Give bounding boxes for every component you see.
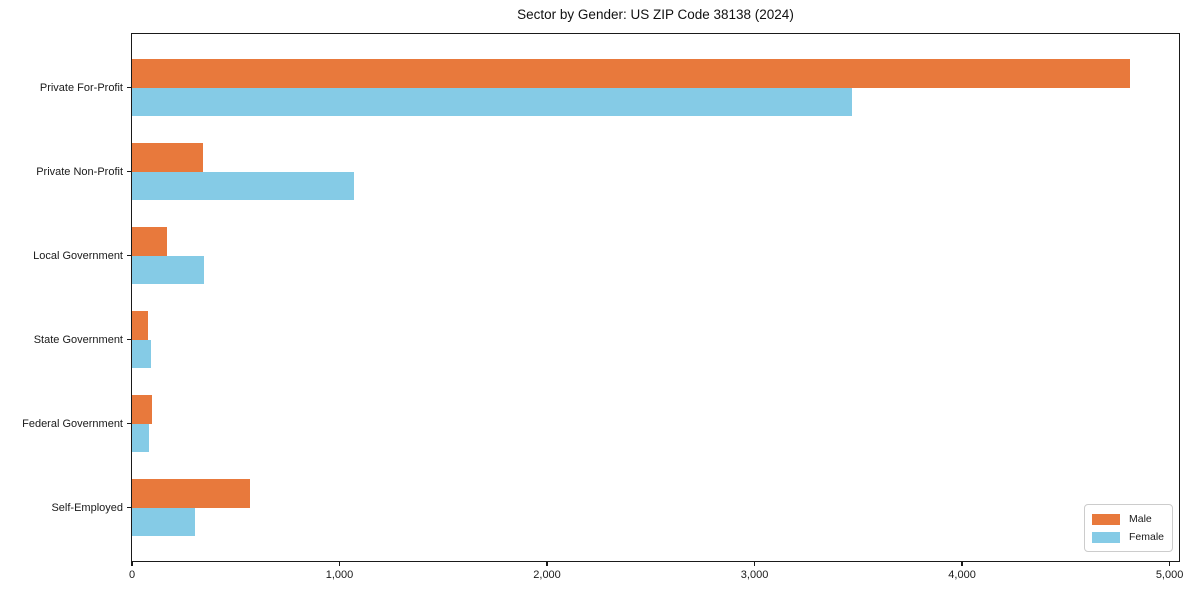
x-axis-tick bbox=[961, 561, 963, 566]
legend-item-male: Male bbox=[1091, 510, 1164, 528]
y-axis-category-label: Self-Employed bbox=[51, 501, 123, 514]
y-axis-tick bbox=[127, 423, 132, 425]
y-axis-category-label: Private Non-Profit bbox=[36, 165, 123, 178]
y-axis-category-label: State Government bbox=[33, 333, 123, 346]
legend-swatch-female bbox=[1091, 531, 1120, 543]
bar-male-private-for-profit bbox=[132, 59, 1131, 88]
y-axis-tick bbox=[127, 339, 132, 341]
y-axis-category-label: Local Government bbox=[33, 249, 123, 262]
bar-male-self-employed bbox=[132, 479, 251, 508]
chart-title: Sector by Gender: US ZIP Code 38138 (202… bbox=[517, 7, 794, 22]
x-axis-tick-label: 3,000 bbox=[740, 569, 769, 581]
y-axis-tick bbox=[127, 87, 132, 89]
y-axis-tick bbox=[127, 171, 132, 173]
bar-male-private-non-profit bbox=[132, 143, 203, 172]
x-axis-tick bbox=[1168, 561, 1171, 566]
bar-male-federal-government bbox=[132, 395, 152, 424]
x-axis-tick-label: 5,000 bbox=[1155, 569, 1184, 581]
x-axis-tick-label: 1,000 bbox=[325, 569, 354, 581]
bar-female-private-for-profit bbox=[132, 87, 853, 117]
x-axis-tick bbox=[131, 561, 133, 566]
plot-area: Private For-Profit Private Non-Profit Loca… bbox=[22, 33, 1183, 581]
bar-male-local-government bbox=[132, 227, 168, 256]
y-axis-category-label: Private For-Profit bbox=[39, 81, 123, 94]
bar-female-self-employed bbox=[132, 507, 196, 537]
x-axis-tick-label: 2,000 bbox=[533, 569, 561, 581]
x-axis-tick bbox=[338, 561, 341, 566]
bar-female-private-non-profit bbox=[132, 171, 355, 201]
y-axis-tick bbox=[127, 255, 132, 257]
x-axis-tick-label: 4,000 bbox=[948, 569, 976, 581]
bar-female-federal-government bbox=[132, 423, 149, 453]
legend: Male Female bbox=[1083, 504, 1173, 552]
legend-label-male: Male bbox=[1128, 513, 1152, 525]
bar-male-state-government bbox=[132, 311, 148, 340]
x-axis-tick bbox=[753, 561, 756, 566]
bar-female-local-government bbox=[132, 255, 204, 285]
y-axis-tick bbox=[127, 507, 132, 509]
bar-female-state-government bbox=[132, 339, 151, 369]
x-axis-tick-label: 0 bbox=[128, 569, 136, 581]
x-axis-tick bbox=[546, 561, 548, 566]
legend-swatch-male bbox=[1091, 513, 1120, 525]
y-axis-category-label: Federal Government bbox=[22, 417, 123, 430]
legend-item-female: Female bbox=[1091, 528, 1164, 546]
legend-label-female: Female bbox=[1128, 531, 1164, 543]
